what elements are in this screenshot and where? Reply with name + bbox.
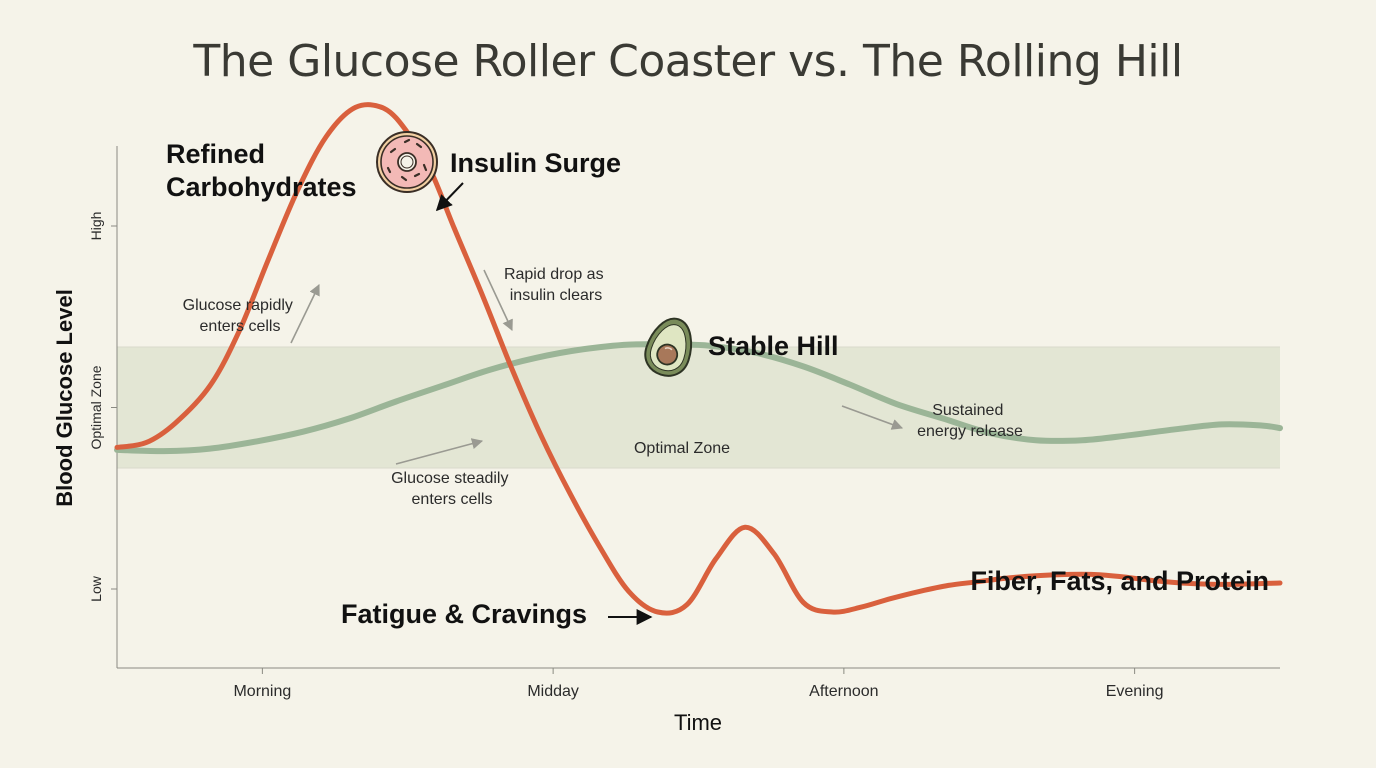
arrow-insulin-surge (435, 182, 464, 212)
callout-insulin-surge: Insulin Surge (450, 148, 621, 178)
arrow-glucose-rapidly (290, 283, 320, 344)
optimal-zone-label: Optimal Zone (634, 440, 730, 457)
series-line-fiber-fats-protein (114, 341, 1283, 455)
annotation-rapid-drop: Rapid drop as insulin clears (504, 266, 608, 304)
donut-icon (376, 131, 438, 193)
callout-stable-hill: Stable Hill (708, 331, 839, 361)
arrow-sustained (841, 405, 904, 430)
annotation-glucose-rapidly: Glucose rapidly enters cells (183, 297, 298, 335)
arrow-rapid-drop (483, 269, 513, 332)
y-ticks: Low Optimal Zone High (88, 212, 117, 602)
y-axis-title: Blood Glucose Level (52, 289, 77, 507)
callout-fiber-fats-protein: Fiber, Fats, and Protein (970, 566, 1269, 596)
annotation-sustained: Sustained energy release (917, 402, 1023, 440)
callout-refined-carbohydrates: Refined Carbohydrates (166, 139, 357, 202)
x-tick-label: Morning (233, 683, 291, 700)
avocado-icon (644, 317, 693, 377)
y-tick-label: Low (88, 575, 104, 602)
callout-fatigue-cravings: Fatigue & Cravings (341, 599, 587, 629)
x-tick-label: Afternoon (809, 683, 878, 700)
annotation-glucose-steadily: Glucose steadily enters cells (391, 470, 513, 508)
optimal-zone-band (117, 347, 1280, 468)
chart-title: The Glucose Roller Coaster vs. The Rolli… (193, 36, 1183, 87)
x-tick-label: Midday (527, 683, 579, 700)
arrow-glucose-steadily (395, 438, 484, 465)
y-tick-label: High (88, 212, 104, 241)
x-tick-label: Evening (1106, 683, 1164, 700)
x-ticks: Morning Midday Afternoon Evening (233, 668, 1164, 700)
y-tick-label: Optimal Zone (88, 365, 104, 449)
x-axis-title: Time (674, 710, 722, 735)
series-line-refined-carbohydrates (114, 102, 1283, 616)
